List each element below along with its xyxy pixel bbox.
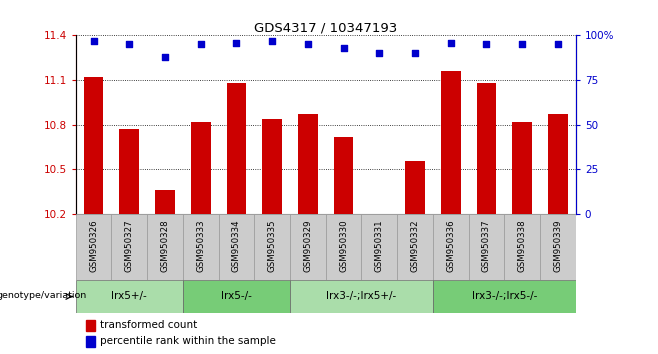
- Bar: [226, 83, 246, 214]
- FancyBboxPatch shape: [433, 214, 468, 280]
- Text: GSM950336: GSM950336: [446, 219, 455, 272]
- Point: [481, 41, 492, 47]
- FancyBboxPatch shape: [254, 214, 290, 280]
- Point: [445, 40, 456, 45]
- FancyBboxPatch shape: [468, 214, 504, 280]
- Text: lrx3-/-;lrx5+/-: lrx3-/-;lrx5+/-: [326, 291, 397, 302]
- FancyBboxPatch shape: [290, 280, 433, 313]
- Text: GSM950327: GSM950327: [125, 219, 134, 272]
- FancyBboxPatch shape: [218, 214, 254, 280]
- Point: [267, 38, 278, 44]
- Text: lrx3-/-;lrx5-/-: lrx3-/-;lrx5-/-: [472, 291, 537, 302]
- Bar: [86, 336, 95, 347]
- FancyBboxPatch shape: [147, 214, 183, 280]
- Text: GSM950326: GSM950326: [89, 219, 98, 272]
- Bar: [513, 122, 532, 214]
- Text: GSM950335: GSM950335: [268, 219, 276, 272]
- FancyBboxPatch shape: [111, 214, 147, 280]
- Text: percentile rank within the sample: percentile rank within the sample: [99, 336, 276, 346]
- Point: [553, 41, 563, 47]
- Text: GSM950331: GSM950331: [375, 219, 384, 272]
- Point: [338, 45, 349, 51]
- Text: lrx5+/-: lrx5+/-: [111, 291, 147, 302]
- Text: GSM950330: GSM950330: [339, 219, 348, 272]
- Text: transformed count: transformed count: [99, 320, 197, 330]
- Point: [410, 50, 420, 56]
- Text: lrx5-/-: lrx5-/-: [221, 291, 252, 302]
- Text: GSM950334: GSM950334: [232, 219, 241, 272]
- FancyBboxPatch shape: [183, 280, 290, 313]
- Bar: [405, 160, 425, 214]
- FancyBboxPatch shape: [183, 214, 218, 280]
- Bar: [334, 137, 353, 214]
- Text: GSM950333: GSM950333: [196, 219, 205, 272]
- FancyBboxPatch shape: [361, 214, 397, 280]
- Bar: [476, 83, 496, 214]
- Point: [195, 41, 206, 47]
- Bar: [155, 190, 175, 214]
- Text: GSM950329: GSM950329: [303, 219, 313, 272]
- Point: [124, 41, 134, 47]
- Text: GSM950337: GSM950337: [482, 219, 491, 272]
- Bar: [548, 114, 568, 214]
- FancyBboxPatch shape: [326, 214, 361, 280]
- FancyBboxPatch shape: [433, 280, 576, 313]
- Text: GSM950332: GSM950332: [411, 219, 420, 272]
- FancyBboxPatch shape: [504, 214, 540, 280]
- Bar: [86, 320, 95, 331]
- Bar: [298, 114, 318, 214]
- Bar: [191, 122, 211, 214]
- Point: [88, 38, 99, 44]
- Bar: [84, 77, 103, 214]
- Point: [160, 54, 170, 60]
- Text: genotype/variation: genotype/variation: [0, 291, 87, 300]
- Point: [517, 41, 528, 47]
- Point: [374, 50, 384, 56]
- Title: GDS4317 / 10347193: GDS4317 / 10347193: [254, 21, 397, 34]
- Point: [231, 40, 241, 45]
- Bar: [263, 119, 282, 214]
- Text: GSM950338: GSM950338: [518, 219, 526, 272]
- FancyBboxPatch shape: [397, 214, 433, 280]
- FancyBboxPatch shape: [76, 214, 111, 280]
- Text: GSM950328: GSM950328: [161, 219, 170, 272]
- FancyBboxPatch shape: [76, 280, 183, 313]
- Point: [303, 41, 313, 47]
- Bar: [120, 129, 139, 214]
- FancyBboxPatch shape: [290, 214, 326, 280]
- Bar: [441, 71, 461, 214]
- FancyBboxPatch shape: [540, 214, 576, 280]
- Text: GSM950339: GSM950339: [553, 219, 563, 272]
